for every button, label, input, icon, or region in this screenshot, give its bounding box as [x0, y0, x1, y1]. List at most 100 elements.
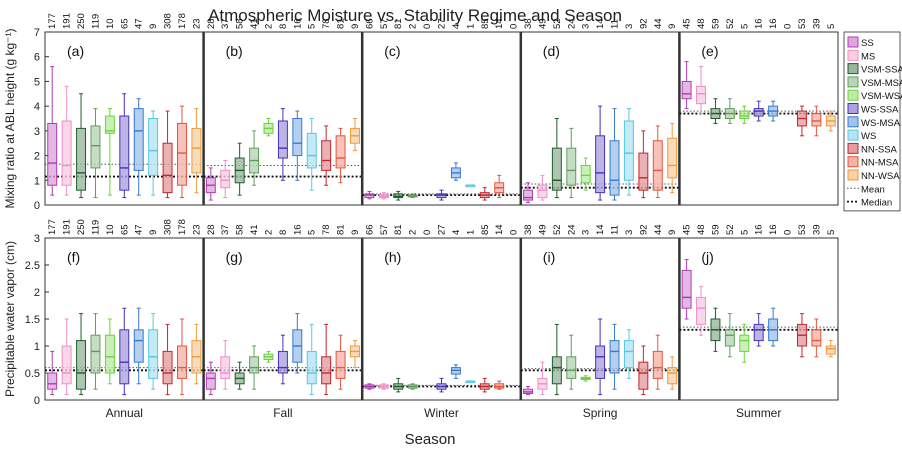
y-tick-label: 0.5 — [25, 368, 40, 380]
y-tick-label: 7 — [34, 27, 40, 39]
box-vsm-msa — [249, 130, 260, 186]
box-ws-msa — [768, 100, 779, 122]
box-ws-msa — [133, 98, 144, 196]
y-tick-label: 0 — [34, 200, 40, 212]
box-nn-msa — [335, 127, 346, 184]
box-ws — [306, 118, 317, 191]
box-ms — [537, 174, 548, 201]
box-ss — [523, 182, 533, 204]
panel-letter: (h) — [384, 249, 401, 265]
box-ws-msa — [768, 307, 779, 347]
sample-count: 8 — [278, 230, 289, 235]
box-nn-wsa — [191, 108, 202, 194]
box-vsm-msa — [724, 98, 735, 124]
sample-count: 57 — [379, 18, 390, 29]
sample-count: 2 — [408, 230, 419, 235]
y-tick-label: 2 — [34, 287, 40, 299]
box-ms — [220, 160, 231, 199]
sample-count: 16 — [292, 224, 303, 235]
sample-count: 250 — [76, 219, 87, 235]
x-tick-label: Summer — [736, 406, 781, 420]
box-body — [119, 115, 130, 191]
box-ss — [681, 61, 692, 110]
box-nn-ssa — [162, 110, 173, 199]
box-ws-msa — [450, 364, 461, 379]
box-body — [681, 269, 692, 309]
box-nn-msa — [177, 318, 187, 396]
sample-count: 14 — [595, 224, 606, 235]
season-group-winter: (c)66 57 81 2 0 27 4 1 85 14 0 — [360, 18, 521, 205]
sample-count: 57 — [379, 224, 390, 235]
box-body — [667, 137, 678, 179]
sample-count: 308 — [163, 13, 174, 29]
box-nn-wsa — [191, 323, 202, 385]
sample-count: 44 — [653, 224, 664, 235]
y-tick-label: 5 — [34, 76, 40, 88]
box-nn-wsa — [825, 110, 836, 132]
box-vsm-ssa — [76, 313, 87, 396]
box-body — [739, 110, 750, 120]
box-ss — [47, 350, 58, 396]
box-nn-msa — [177, 105, 187, 199]
box-ws-msa — [609, 108, 620, 201]
legend-swatch — [847, 116, 859, 128]
box-nn-msa — [811, 105, 822, 137]
sample-count: 27 — [437, 224, 448, 235]
box-body — [667, 367, 678, 385]
box-nn-ssa — [796, 105, 807, 137]
box-body — [551, 147, 562, 191]
sample-count: 0 — [509, 230, 520, 235]
box-ss — [47, 66, 58, 196]
sample-count: 5 — [826, 230, 837, 235]
box-ws-ssa — [119, 307, 130, 396]
sample-count: 1 — [465, 230, 476, 235]
box-ws — [465, 184, 476, 188]
legend-entry: MS — [861, 51, 875, 62]
chart-title: Atmospheric Moisture vs. Stability Regim… — [208, 6, 622, 25]
box-nn-wsa — [825, 340, 836, 358]
box-body — [220, 169, 231, 189]
box-ws-ssa — [595, 318, 606, 396]
sample-count: 53 — [797, 18, 808, 29]
legend: SS MS VSM-SSA VSM-MSA VSM-WSA WS-SSA WS-MSA WS N… — [843, 31, 902, 212]
box-body — [753, 323, 764, 342]
box-vsm-wsa — [104, 108, 115, 196]
axes-frame — [44, 31, 839, 206]
box-nn-ssa — [162, 323, 173, 396]
sample-count: 14 — [494, 224, 505, 235]
legend-swatch — [847, 76, 859, 88]
box-body — [47, 122, 58, 186]
sample-count: 2 — [408, 24, 419, 29]
box-body — [162, 142, 173, 194]
sample-count: 41 — [249, 18, 260, 29]
box-body — [90, 125, 101, 169]
x-tick-label: Annual — [106, 406, 143, 420]
sample-count: 3 — [581, 230, 592, 235]
box-vsm-ssa — [551, 118, 562, 199]
box-body — [566, 147, 577, 186]
legend-entry: SS — [861, 38, 874, 49]
box-ws-msa — [292, 110, 303, 181]
box-vsm-wsa — [104, 318, 115, 385]
box-ws-msa — [292, 313, 303, 374]
panel-letter: (b) — [226, 43, 243, 59]
sample-count: 5 — [307, 230, 318, 235]
box-ws — [148, 110, 159, 196]
box-body — [191, 127, 202, 174]
box-body — [566, 356, 577, 379]
box-nn-wsa — [667, 356, 678, 390]
box-vsm-msa — [407, 193, 418, 199]
box-ws — [623, 329, 634, 379]
box-nn-ssa — [638, 130, 649, 199]
box-body — [753, 108, 764, 117]
panel-letter: (j) — [701, 249, 713, 265]
sample-count: 52 — [725, 18, 736, 29]
box-nn-msa — [335, 334, 346, 390]
legend-entry: WS-SSA — [861, 105, 899, 116]
sample-count: 28 — [206, 18, 217, 29]
box-ws-ssa — [753, 313, 764, 347]
sample-count: 2 — [263, 230, 274, 235]
legend-entry: VSM-WSA — [861, 91, 902, 102]
sample-count: 119 — [90, 220, 101, 235]
sample-count: 38 — [523, 224, 534, 235]
